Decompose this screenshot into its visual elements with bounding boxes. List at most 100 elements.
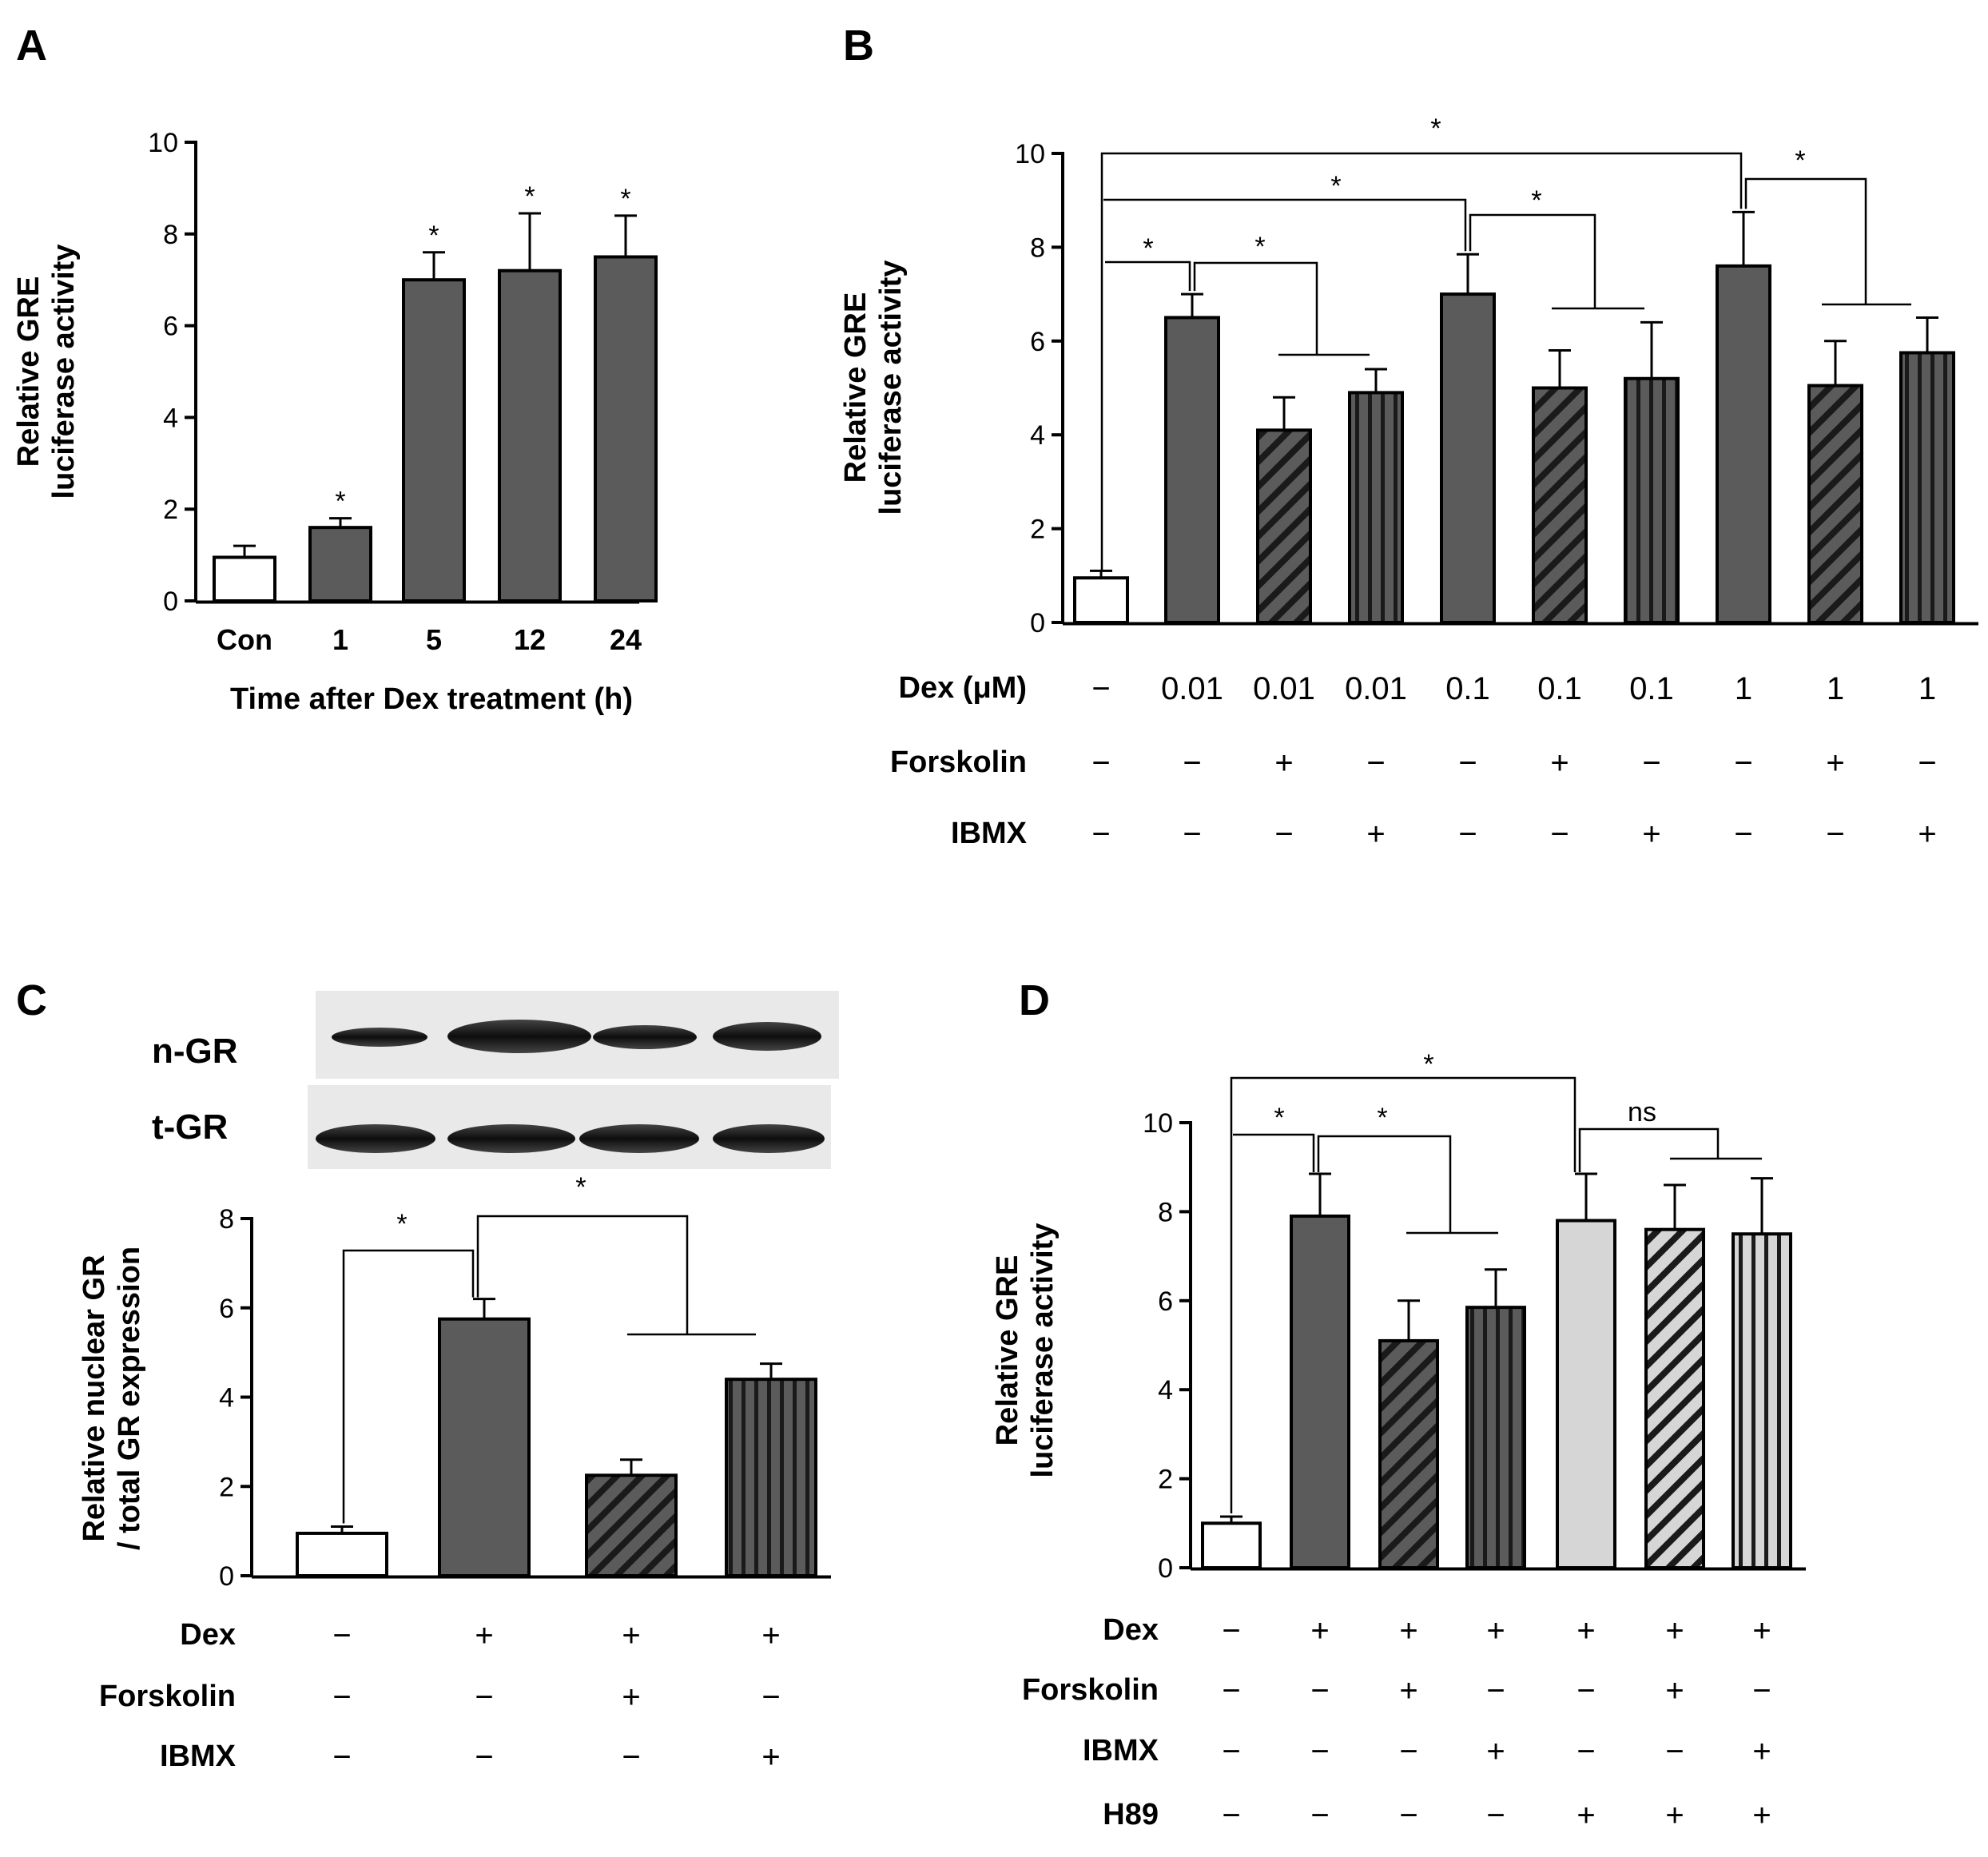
bar-a-1 bbox=[213, 555, 276, 602]
condition-row-label: H89 bbox=[1103, 1798, 1159, 1831]
y-axis-label-line2: / total GR expression bbox=[113, 1247, 146, 1550]
condition-cell: + bbox=[1399, 1673, 1417, 1708]
significance-marker: * bbox=[620, 184, 630, 214]
condition-cell: − bbox=[1576, 1673, 1595, 1708]
condition-row-label: Forskolin bbox=[1022, 1673, 1159, 1707]
y-axis-label-line1: Relative nuclear GR bbox=[78, 1255, 111, 1541]
y-tick-label: 2 bbox=[1030, 515, 1045, 545]
condition-cell: + bbox=[1752, 1613, 1771, 1648]
condition-cell: − bbox=[1183, 817, 1201, 852]
condition-cell: − bbox=[1310, 1798, 1329, 1833]
bar-b-4 bbox=[1348, 391, 1404, 624]
significance-marker: * bbox=[1274, 1103, 1284, 1133]
condition-cell: − bbox=[1222, 1613, 1240, 1648]
condition-cell: − bbox=[1458, 746, 1477, 781]
bracket-b-con-vs-1 bbox=[1100, 152, 1743, 571]
condition-cell: − bbox=[332, 1740, 351, 1775]
bar-b-9 bbox=[1807, 384, 1863, 624]
y-tick-label: 10 bbox=[1015, 139, 1045, 169]
bar-a-2 bbox=[308, 526, 372, 602]
blot-band-n-gr-3 bbox=[593, 1025, 697, 1049]
bar-b-6 bbox=[1532, 386, 1588, 624]
condition-cell: − bbox=[1399, 1734, 1417, 1769]
condition-row-label: Dex bbox=[1103, 1613, 1159, 1647]
condition-row-label: Dex bbox=[180, 1618, 236, 1652]
condition-cell: − bbox=[1486, 1798, 1505, 1833]
condition-cell: + bbox=[1665, 1673, 1684, 1708]
condition-row-label: IBMX bbox=[951, 817, 1028, 850]
bracket-c-dex-vs-treated bbox=[476, 1215, 689, 1334]
significance-marker: * bbox=[335, 487, 345, 517]
condition-cell: 0.1 bbox=[1537, 671, 1582, 706]
bracket-b-con-vs-0.1 bbox=[1103, 198, 1467, 252]
y-axis-label-line1: Relative GRE bbox=[12, 276, 46, 467]
condition-cell: − bbox=[1665, 1734, 1684, 1769]
significance-marker: * bbox=[1423, 1049, 1433, 1080]
y-tick-label: 2 bbox=[163, 495, 178, 525]
significance-marker: * bbox=[575, 1172, 586, 1203]
bar-c-4 bbox=[725, 1378, 817, 1578]
y-axis-label-line2: luciferase activity bbox=[47, 245, 81, 499]
y-tick-label: 6 bbox=[219, 1294, 234, 1324]
condition-cell: − bbox=[1486, 1673, 1505, 1708]
bar-b-1 bbox=[1073, 576, 1129, 624]
bracket-d-h89-vs-treated bbox=[1578, 1127, 1720, 1173]
y-axis-label-line2: luciferase activity bbox=[874, 260, 908, 515]
y-tick-label: 0 bbox=[1030, 608, 1045, 638]
blot-band-t-gr-1 bbox=[316, 1124, 435, 1153]
y-tick-label: 8 bbox=[163, 220, 178, 250]
condition-cell: 1 bbox=[1827, 671, 1844, 706]
bar-d-5 bbox=[1556, 1219, 1616, 1570]
y-tick-label: 0 bbox=[219, 1561, 234, 1592]
blot-band-t-gr-3 bbox=[579, 1124, 699, 1153]
y-tick-label: 6 bbox=[1158, 1286, 1173, 1317]
y-tick-label: 2 bbox=[1158, 1465, 1173, 1495]
bracket-d-con-vs-h89 bbox=[1230, 1076, 1576, 1513]
condition-row-label: Forskolin bbox=[99, 1680, 236, 1713]
condition-row-label: Dex (μM) bbox=[899, 671, 1027, 705]
bar-d-7 bbox=[1732, 1232, 1792, 1569]
bar-c-2 bbox=[438, 1317, 531, 1577]
bar-c-3 bbox=[585, 1473, 678, 1577]
condition-cell: − bbox=[1550, 817, 1569, 852]
x-tick-label: Con bbox=[217, 623, 272, 656]
condition-cell: − bbox=[1091, 817, 1110, 852]
blot-band-t-gr-2 bbox=[447, 1124, 575, 1153]
condition-cell: − bbox=[1310, 1673, 1329, 1708]
condition-cell: − bbox=[1576, 1734, 1595, 1769]
blot-band-t-gr-4 bbox=[713, 1124, 825, 1153]
significance-marker: * bbox=[428, 221, 439, 251]
bar-b-7 bbox=[1624, 376, 1680, 624]
significance-marker: * bbox=[1330, 171, 1341, 201]
significance-marker: * bbox=[396, 1209, 407, 1239]
condition-cell: − bbox=[1222, 1798, 1240, 1833]
condition-cell: + bbox=[1752, 1734, 1771, 1769]
significance-marker: * bbox=[1377, 1103, 1387, 1133]
condition-cell: 0.01 bbox=[1345, 671, 1407, 706]
y-tick-label: 10 bbox=[1143, 1108, 1173, 1139]
condition-cell: − bbox=[1222, 1734, 1240, 1769]
condition-row-label: IBMX bbox=[1083, 1734, 1159, 1768]
condition-cell: − bbox=[1734, 746, 1752, 781]
x-axis-title: Time after Dex treatment (h) bbox=[230, 682, 633, 716]
condition-cell: + bbox=[1486, 1613, 1505, 1648]
bracket-d-con-vs-dex bbox=[1233, 1133, 1315, 1173]
condition-cell: − bbox=[475, 1680, 493, 1715]
condition-cell: + bbox=[1576, 1613, 1595, 1648]
blot-band-n-gr-1 bbox=[332, 1028, 427, 1047]
y-tick-label: 4 bbox=[219, 1383, 234, 1414]
condition-cell: + bbox=[1665, 1798, 1684, 1833]
bracket-b-0.01-vs-treated bbox=[1193, 261, 1318, 355]
y-tick-label: 0 bbox=[1158, 1553, 1173, 1584]
y-tick-label: 4 bbox=[163, 403, 178, 433]
bar-b-8 bbox=[1716, 264, 1771, 624]
panel-letter-a: A bbox=[16, 22, 47, 70]
condition-cell: + bbox=[761, 1740, 780, 1775]
condition-row-label: IBMX bbox=[160, 1740, 237, 1773]
condition-cell: 1 bbox=[1918, 671, 1936, 706]
significance-marker: * bbox=[1254, 232, 1265, 262]
panel-letter-d: D bbox=[1019, 976, 1050, 1024]
condition-cell: − bbox=[1399, 1798, 1417, 1833]
y-tick-label: 10 bbox=[148, 128, 178, 158]
